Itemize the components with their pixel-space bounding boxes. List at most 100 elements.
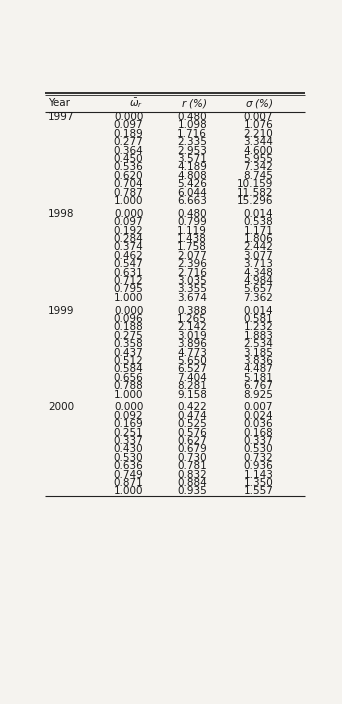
Text: 0.450: 0.450 [114, 154, 144, 164]
Text: 1.232: 1.232 [244, 322, 273, 332]
Text: 0.781: 0.781 [177, 461, 207, 471]
Text: 0.388: 0.388 [177, 306, 207, 315]
Text: 1.350: 1.350 [244, 478, 273, 488]
Text: 2000: 2000 [48, 402, 74, 413]
Text: 0.000: 0.000 [114, 306, 144, 315]
Text: 1.171: 1.171 [244, 225, 273, 236]
Text: 4.984: 4.984 [244, 276, 273, 286]
Text: 1.716: 1.716 [177, 129, 207, 139]
Text: 3.077: 3.077 [244, 251, 273, 260]
Text: 0.704: 0.704 [114, 180, 144, 189]
Text: 3.713: 3.713 [244, 259, 273, 269]
Text: 4.189: 4.189 [177, 163, 207, 172]
Text: 0.936: 0.936 [244, 461, 273, 471]
Text: 1.000: 1.000 [114, 486, 144, 496]
Text: 5.650: 5.650 [177, 356, 207, 366]
Text: 0.799: 0.799 [177, 218, 207, 227]
Text: 0.007: 0.007 [244, 112, 273, 122]
Text: 0.480: 0.480 [177, 112, 207, 122]
Text: 0.437: 0.437 [114, 348, 144, 358]
Text: 2.335: 2.335 [177, 137, 207, 147]
Text: 0.787: 0.787 [114, 188, 144, 198]
Text: 0.462: 0.462 [114, 251, 144, 260]
Text: 0.189: 0.189 [114, 129, 144, 139]
Text: 0.584: 0.584 [114, 365, 144, 375]
Text: 8.745: 8.745 [244, 171, 273, 181]
Text: 0.871: 0.871 [114, 478, 144, 488]
Text: $r$ (%): $r$ (%) [181, 97, 207, 110]
Text: 0.284: 0.284 [114, 234, 144, 244]
Text: 1997: 1997 [48, 112, 75, 122]
Text: 1.000: 1.000 [114, 389, 144, 400]
Text: 1.758: 1.758 [177, 242, 207, 253]
Text: 5.657: 5.657 [244, 284, 273, 294]
Text: 3.019: 3.019 [177, 331, 207, 341]
Text: 0.422: 0.422 [177, 402, 207, 413]
Text: 3.674: 3.674 [177, 293, 207, 303]
Text: 0.169: 0.169 [114, 419, 144, 429]
Text: 0.536: 0.536 [114, 163, 144, 172]
Text: 7.404: 7.404 [177, 373, 207, 383]
Text: 3.185: 3.185 [244, 348, 273, 358]
Text: 1.000: 1.000 [114, 196, 144, 206]
Text: 4.600: 4.600 [244, 146, 273, 156]
Text: 0.538: 0.538 [244, 218, 273, 227]
Text: 0.000: 0.000 [114, 112, 144, 122]
Text: 10.159: 10.159 [237, 180, 273, 189]
Text: 3.344: 3.344 [244, 137, 273, 147]
Text: 1999: 1999 [48, 306, 75, 315]
Text: 0.525: 0.525 [177, 419, 207, 429]
Text: 3.355: 3.355 [177, 284, 207, 294]
Text: 0.749: 0.749 [114, 470, 144, 479]
Text: 15.296: 15.296 [237, 196, 273, 206]
Text: $\bar{\omega}_r$: $\bar{\omega}_r$ [129, 96, 144, 111]
Text: 1998: 1998 [48, 209, 75, 219]
Text: 0.014: 0.014 [244, 306, 273, 315]
Text: 3.896: 3.896 [177, 339, 207, 349]
Text: 4.487: 4.487 [244, 365, 273, 375]
Text: 0.474: 0.474 [177, 410, 207, 421]
Text: 0.935: 0.935 [177, 486, 207, 496]
Text: 0.097: 0.097 [114, 120, 144, 130]
Text: 4.808: 4.808 [177, 171, 207, 181]
Text: 6.767: 6.767 [244, 381, 273, 391]
Text: 1.076: 1.076 [244, 120, 273, 130]
Text: $\sigma$ (%): $\sigma$ (%) [245, 97, 273, 110]
Text: 3.836: 3.836 [244, 356, 273, 366]
Text: 3.571: 3.571 [177, 154, 207, 164]
Text: Year: Year [48, 99, 70, 108]
Text: 0.480: 0.480 [177, 209, 207, 219]
Text: 0.620: 0.620 [114, 171, 144, 181]
Text: 1.557: 1.557 [244, 486, 273, 496]
Text: 0.277: 0.277 [114, 137, 144, 147]
Text: 0.024: 0.024 [244, 410, 273, 421]
Text: 5.426: 5.426 [177, 180, 207, 189]
Text: 0.000: 0.000 [114, 402, 144, 413]
Text: 6.044: 6.044 [177, 188, 207, 198]
Text: 1.143: 1.143 [244, 470, 273, 479]
Text: 4.348: 4.348 [244, 268, 273, 277]
Text: 0.547: 0.547 [114, 259, 144, 269]
Text: 0.795: 0.795 [114, 284, 144, 294]
Text: 0.576: 0.576 [177, 427, 207, 438]
Text: 2.442: 2.442 [244, 242, 273, 253]
Text: 1.119: 1.119 [177, 225, 207, 236]
Text: 0.007: 0.007 [244, 402, 273, 413]
Text: 2.142: 2.142 [177, 322, 207, 332]
Text: 0.192: 0.192 [114, 225, 144, 236]
Text: 0.636: 0.636 [114, 461, 144, 471]
Text: 8.925: 8.925 [244, 389, 273, 400]
Text: 8.281: 8.281 [177, 381, 207, 391]
Text: 0.168: 0.168 [244, 427, 273, 438]
Text: 0.188: 0.188 [114, 322, 144, 332]
Text: 0.530: 0.530 [114, 453, 144, 463]
Text: 5.181: 5.181 [244, 373, 273, 383]
Text: 2.396: 2.396 [177, 259, 207, 269]
Text: 4.773: 4.773 [177, 348, 207, 358]
Text: 2.716: 2.716 [177, 268, 207, 277]
Text: 3.035: 3.035 [177, 276, 207, 286]
Text: 0.730: 0.730 [177, 453, 207, 463]
Text: 5.955: 5.955 [244, 154, 273, 164]
Text: 2.210: 2.210 [244, 129, 273, 139]
Text: 2.953: 2.953 [177, 146, 207, 156]
